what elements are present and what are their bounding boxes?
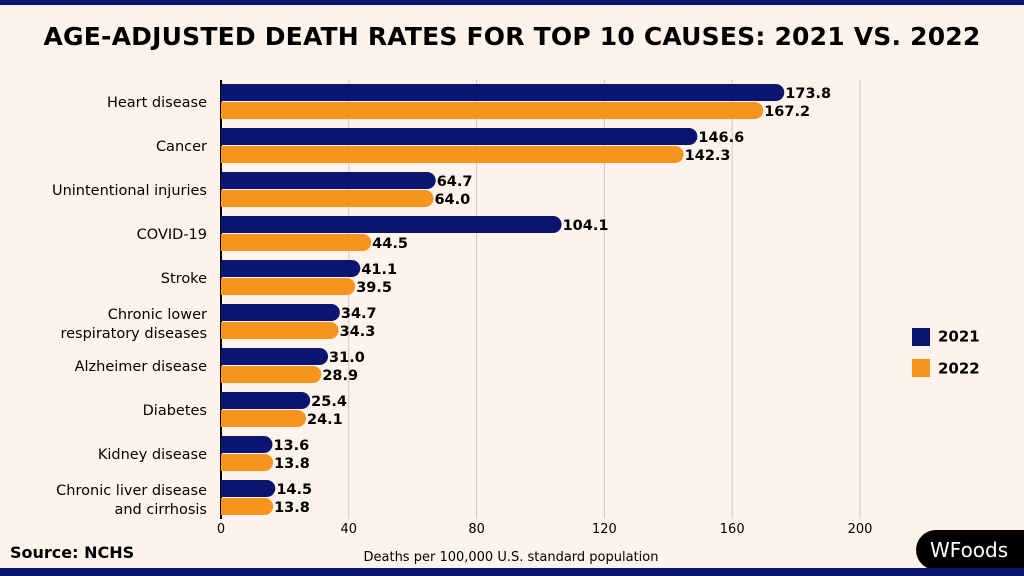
data-label: 39.5	[356, 280, 392, 296]
category-label: Chronic liver disease and cirrhosis	[56, 483, 207, 518]
top-strip	[0, 0, 1024, 5]
data-label: 13.8	[274, 500, 310, 516]
bar-2021-base	[221, 84, 231, 101]
data-label: 34.7	[341, 306, 377, 322]
bar-2021-base	[221, 436, 231, 453]
bar-2022-base	[221, 146, 231, 163]
bar-2022-base	[221, 410, 231, 427]
legend-label: 2022	[938, 359, 980, 377]
legend-item: 2021	[912, 326, 980, 346]
bar-2021	[221, 392, 311, 409]
data-label: 34.3	[340, 324, 376, 340]
x-tick-label: 40	[341, 522, 358, 537]
bar-2022-base	[221, 322, 231, 339]
bar-2022-base	[221, 498, 231, 515]
data-label: 14.5	[276, 482, 312, 498]
data-label: 41.1	[361, 262, 397, 278]
legend-swatch	[912, 359, 930, 377]
bar-2021	[221, 172, 436, 189]
data-label: 64.7	[437, 174, 473, 190]
bar-2022	[221, 454, 274, 471]
category-label: Chronic lower respiratory diseases	[60, 307, 207, 342]
data-label: 24.1	[307, 412, 343, 428]
data-label: 142.3	[685, 148, 731, 164]
bar-2022	[221, 366, 322, 383]
legend-item: 2022	[912, 358, 980, 377]
bar-2022-base	[221, 366, 231, 383]
legend: 2021 2022	[912, 326, 980, 389]
category-label: Cancer	[156, 139, 207, 155]
category-label: Heart disease	[107, 95, 207, 111]
data-label: 104.1	[563, 218, 609, 234]
legend-label: 2021	[938, 327, 980, 346]
x-tick-label: 160	[720, 522, 745, 537]
bar-2021	[221, 84, 785, 101]
category-label: Diabetes	[143, 403, 207, 419]
x-tick-label: 200	[848, 522, 873, 537]
x-tick-label: 120	[592, 522, 617, 537]
x-axis-label: Deaths per 100,000 U.S. standard populat…	[364, 550, 659, 565]
data-label: 173.8	[785, 86, 831, 102]
bar-2022-base	[221, 190, 231, 207]
category-label: COVID-19	[137, 227, 207, 243]
legend-swatch	[912, 327, 930, 346]
bar-2021-base	[221, 172, 231, 189]
bar-2021	[221, 480, 276, 497]
bar-2021-base	[221, 480, 231, 497]
data-label: 28.9	[322, 368, 358, 384]
bar-2021-base	[221, 128, 231, 145]
data-label: 167.2	[764, 104, 810, 120]
bar-2021	[221, 260, 361, 277]
category-label: Kidney disease	[98, 447, 207, 463]
bar-2022	[221, 498, 274, 515]
data-label: 44.5	[372, 236, 408, 252]
bar-2021-base	[221, 216, 231, 233]
bar-2022-base	[221, 278, 231, 295]
source-note: Source: NCHS	[10, 543, 135, 562]
data-label: 64.0	[434, 192, 470, 208]
x-tick-label: 0	[217, 522, 225, 537]
bar-2022	[221, 102, 764, 119]
bar-2022-base	[221, 234, 231, 251]
category-label: Alzheimer disease	[75, 359, 207, 375]
x-tick-label: 80	[468, 522, 485, 537]
bar-2022	[221, 410, 306, 427]
bar-2022	[221, 190, 434, 207]
data-label: 146.6	[698, 130, 744, 146]
bar-2021	[221, 304, 340, 321]
bar-2021-base	[221, 392, 231, 409]
bar-2021-base	[221, 260, 231, 277]
bar-2021	[221, 128, 698, 145]
bar-2022	[221, 278, 356, 295]
bar-2022-base	[221, 454, 231, 471]
bottom-strip	[0, 568, 1024, 576]
bar-2021	[221, 436, 273, 453]
bar-2022	[221, 234, 372, 251]
data-label: 31.0	[329, 350, 365, 366]
bar-2021	[221, 348, 329, 365]
category-label: Unintentional injuries	[52, 183, 207, 199]
category-label: Stroke	[161, 271, 207, 287]
bar-2021-base	[221, 304, 231, 321]
bar-2021	[221, 216, 562, 233]
bar-2021-base	[221, 348, 231, 365]
bar-2022-base	[221, 102, 231, 119]
chart-title: AGE-ADJUSTED DEATH RATES FOR TOP 10 CAUS…	[43, 22, 981, 51]
logo: WFoods	[916, 530, 1024, 570]
data-label: 25.4	[311, 394, 347, 410]
data-label: 13.8	[274, 456, 310, 472]
bar-2022	[221, 146, 684, 163]
bar-2022	[221, 322, 339, 339]
data-label: 13.6	[273, 438, 309, 454]
